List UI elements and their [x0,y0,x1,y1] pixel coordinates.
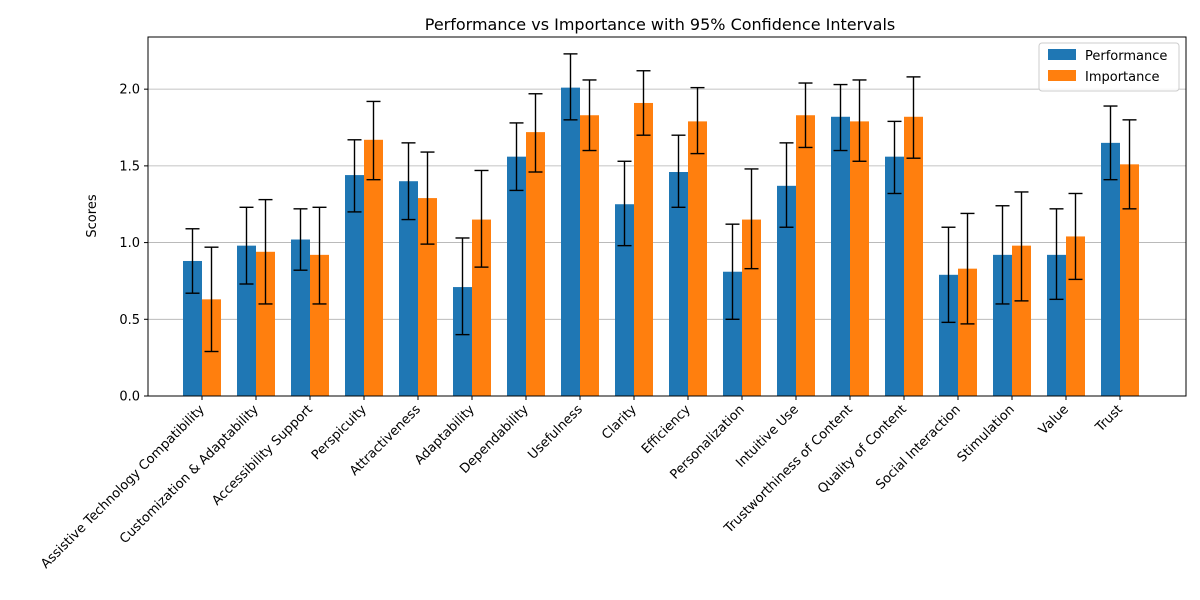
y-tick-label: 1.0 [119,236,140,251]
error-bar-performance-3 [347,139,362,213]
bar-performance-9 [669,172,688,396]
error-bar-importance-3 [366,100,381,181]
bar-performance-12 [831,116,850,397]
y-tick-label: 2.0 [119,83,140,98]
chart-title: Performance vs Importance with 95% Confi… [425,15,895,34]
bar-performance-13 [885,156,904,396]
bar-performance-6 [507,156,526,396]
error-bar-performance-12 [833,83,848,152]
error-bar-performance-10 [725,223,740,320]
bar-importance-1 [256,251,275,396]
error-bar-performance-6 [509,122,524,192]
error-bar-performance-11 [779,142,794,228]
legend-swatch-performance [1048,49,1076,60]
y-tick-label: 0.0 [119,390,140,405]
legend-label-performance: Performance [1085,49,1167,64]
bar-performance-3 [345,175,364,396]
bar-importance-15 [1012,245,1031,396]
bar-importance-17 [1120,164,1139,396]
error-bar-performance-14 [941,226,956,324]
y-tick-label: 0.5 [119,313,140,328]
error-bar-performance-7 [563,53,578,121]
error-bar-performance-13 [887,120,902,195]
x-tick-label: Usefulness [525,402,586,463]
bar-importance-12 [850,121,869,396]
bar-performance-14 [939,274,958,396]
error-bar-performance-5 [455,237,470,336]
legend-swatch-importance [1048,70,1076,81]
bar-performance-11 [777,185,796,396]
bar-performance-2 [291,239,310,396]
error-bar-importance-16 [1068,192,1083,281]
error-bar-performance-17 [1103,105,1118,181]
error-bar-importance-15 [1014,191,1029,302]
bar-performance-15 [993,254,1012,396]
bar-performance-8 [615,204,634,396]
error-bar-performance-4 [401,142,416,221]
bar-performance-10 [723,271,742,396]
x-tick-label: Clarity [599,402,640,443]
x-tick-label: Value [1036,402,1072,438]
x-axis: Assistive Technology CompatibilityCustom… [38,396,1126,572]
bar-performance-7 [561,87,580,396]
bar-importance-14 [958,268,977,396]
bar-performance-4 [399,181,418,396]
error-bar-importance-14 [960,212,975,325]
error-bar-importance-8 [636,70,651,136]
bar-importance-16 [1066,236,1085,396]
error-bar-importance-10 [744,168,759,270]
bar-importance-11 [796,115,815,396]
legend: Performance Importance [1038,42,1180,92]
error-bar-importance-4 [420,151,435,245]
error-bar-importance-0 [204,246,219,353]
y-axis-label: Scores [85,194,100,237]
error-bar-importance-11 [798,82,813,149]
bar-importance-8 [634,102,653,396]
bar-importance-5 [472,219,491,396]
error-bar-importance-17 [1122,119,1137,210]
bar-performance-0 [183,260,202,396]
error-bar-performance-8 [617,160,632,247]
legend-label-importance: Importance [1085,70,1160,85]
error-bar-importance-1 [258,198,273,305]
bar-importance-3 [364,139,383,397]
y-tick-label: 1.5 [119,159,140,174]
bar-importance-4 [418,198,437,396]
x-tick-label: Quality of Content [815,402,910,497]
x-tick-label: Accessibility Support [209,402,315,508]
error-bar-performance-9 [671,134,686,208]
error-bar-importance-6 [528,93,543,173]
error-bar-performance-16 [1049,208,1064,301]
bar-performance-5 [453,287,472,396]
bar-importance-13 [904,116,923,397]
y-axis: 0.0 0.5 1.0 1.5 2.0 [119,83,148,405]
bars-group [183,87,1139,397]
bar-importance-10 [742,219,761,396]
bar-performance-1 [237,245,256,396]
error-bar-importance-9 [690,86,705,155]
error-bar-performance-15 [995,205,1010,305]
error-bar-performance-0 [185,228,200,294]
bar-importance-9 [688,121,707,396]
bar-importance-7 [580,115,599,396]
error-bar-performance-1 [239,206,254,285]
error-bar-importance-2 [312,206,327,305]
x-tick-label: Trust [1092,402,1126,436]
plot-frame [147,36,1187,397]
bar-importance-6 [526,132,545,396]
error-bar-importance-12 [852,79,867,162]
error-bar-importance-7 [582,79,597,152]
error-bar-importance-5 [474,169,489,268]
error-bar-performance-2 [293,208,308,271]
error-bars-group [185,53,1137,353]
bar-performance-17 [1101,142,1120,396]
bar-performance-16 [1047,254,1066,396]
error-bar-importance-13 [906,76,921,159]
x-tick-label: Efficiency [639,402,694,457]
bar-importance-2 [310,254,329,396]
x-tick-label: Stimulation [955,402,1018,465]
